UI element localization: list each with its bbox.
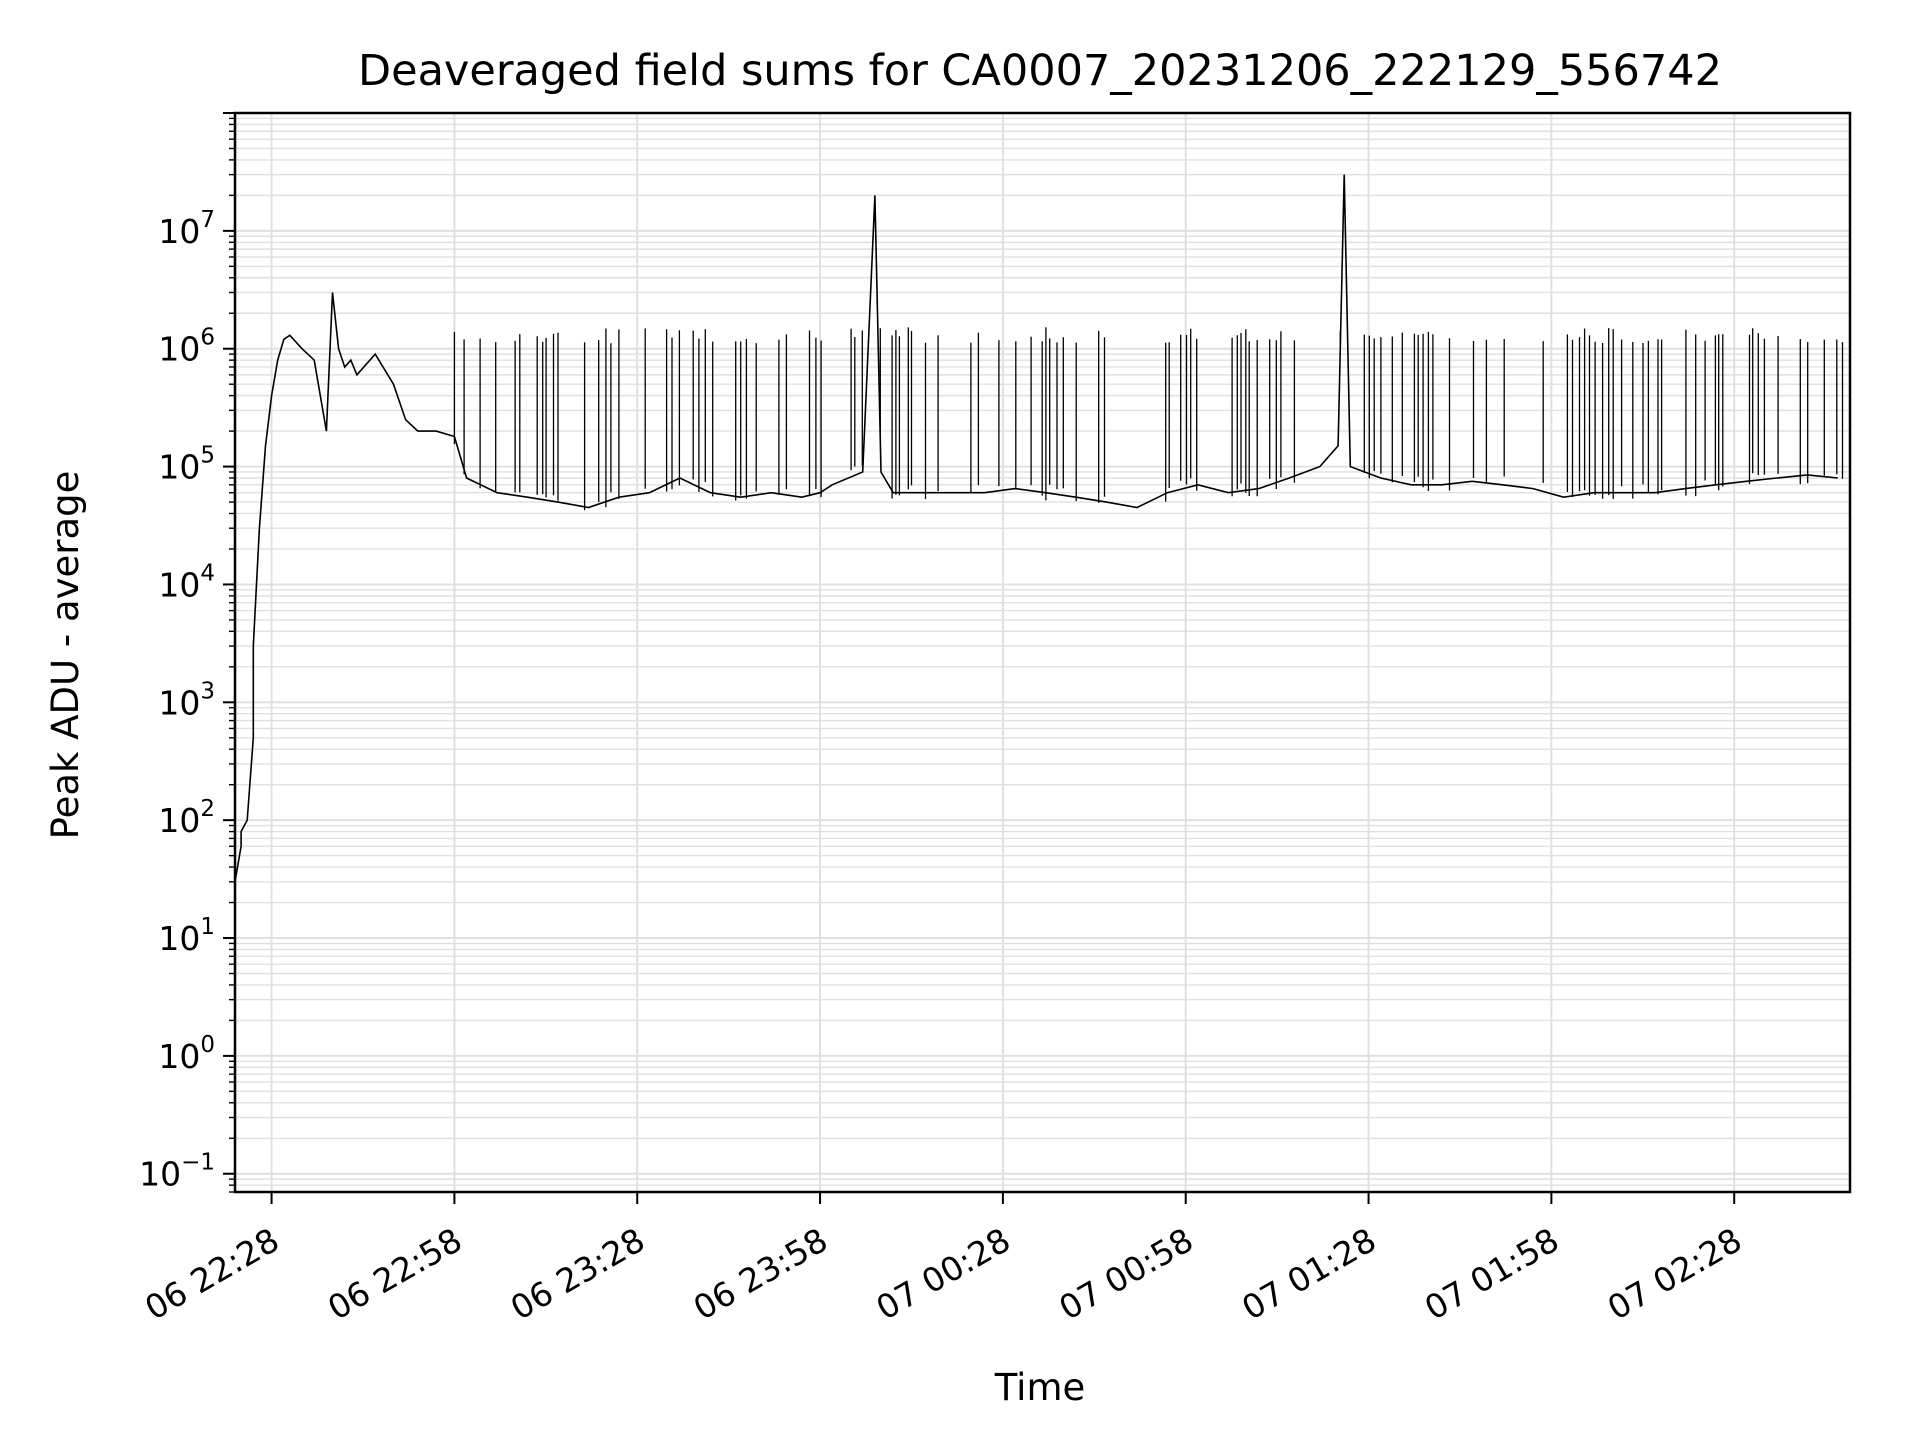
- x-tick-label: 06 23:58: [687, 1220, 834, 1328]
- chart-title: Deaveraged field sums for CA0007_2023120…: [358, 46, 1722, 96]
- y-axis-ticks: 10−1 100 101 102 103 104 105 106 107: [139, 112, 235, 1194]
- x-tick-label: 07 00:28: [870, 1220, 1017, 1328]
- series-line: [234, 174, 1838, 974]
- y-tick-label: 101: [158, 914, 215, 958]
- x-tick-label: 07 02:28: [1601, 1220, 1748, 1328]
- y-tick-label: 104: [158, 560, 215, 604]
- y-tick-label: 106: [158, 325, 215, 369]
- x-tick-label: 06 22:28: [138, 1220, 285, 1328]
- x-tick-label: 06 23:28: [504, 1220, 651, 1328]
- y-tick-label: 102: [158, 796, 215, 840]
- x-axis-ticks: 06 22:28 06 22:58 06 23:28 06 23:58 07 00:28…: [138, 1192, 1748, 1328]
- x-tick-label: 06 22:58: [321, 1220, 468, 1328]
- series-fill-lines: [453, 327, 1844, 511]
- y-tick-label: 107: [158, 207, 215, 251]
- y-tick-label: 10−1: [139, 1150, 215, 1194]
- x-tick-label: 07 01:28: [1235, 1220, 1382, 1328]
- y-tick-label: 100: [158, 1032, 215, 1076]
- y-axis-label: Peak ADU - average: [44, 471, 87, 840]
- y-tick-label: 103: [158, 678, 215, 722]
- series-excursions: [453, 327, 1844, 511]
- x-tick-label: 07 01:58: [1418, 1220, 1565, 1328]
- x-tick-label: 07 00:58: [1052, 1220, 1199, 1328]
- plot-frame: [233, 111, 1852, 1194]
- y-tick-label: 105: [158, 443, 215, 487]
- x-axis-label: Time: [994, 1366, 1086, 1409]
- grid: [235, 112, 1850, 1193]
